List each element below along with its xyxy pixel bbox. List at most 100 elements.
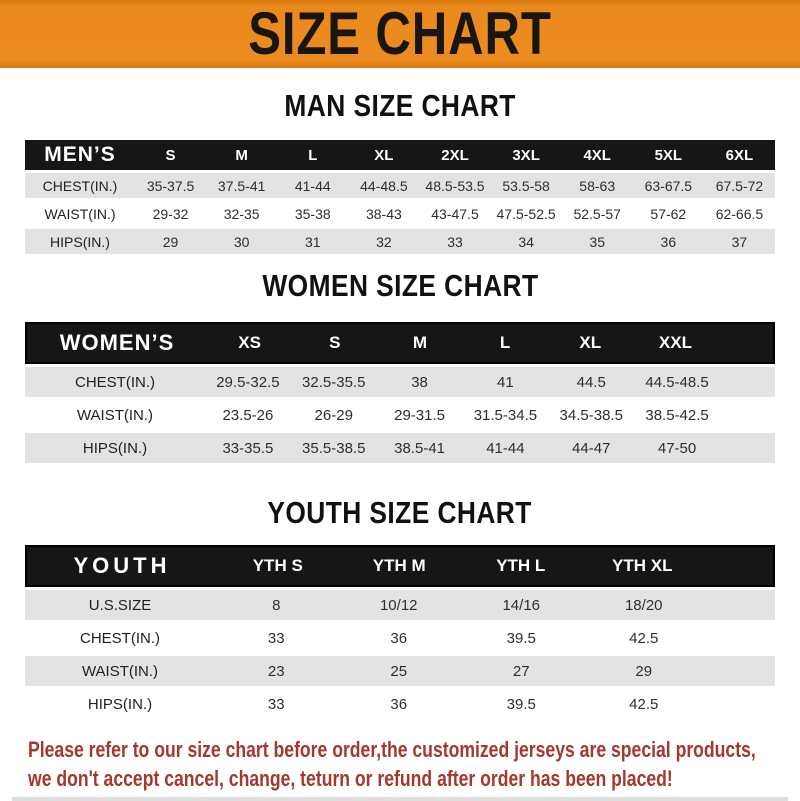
table-cell: 34.5-38.5 (559, 406, 623, 424)
footer-note: Please refer to our size chart before or… (28, 735, 772, 793)
table-cell: 27 (512, 662, 530, 680)
table-cell: 44.5 (576, 373, 606, 391)
table-corner-label: MEN’S (44, 143, 116, 166)
table-cell: 35 (589, 233, 605, 250)
table-row: HIPS(IN.) 29 30 31 32 33 34 35 36 37 (25, 229, 775, 254)
table-corner-label: WOMEN’S (59, 330, 175, 355)
table-cell: 58-63 (579, 177, 616, 194)
footer-line-1: Please refer to our size chart before or… (28, 737, 756, 762)
column-header: S (329, 333, 341, 352)
table-cell: 8 (272, 596, 281, 614)
men-size-table: MEN’S S M L XL 2XL 3XL 4XL 5XL 6XL CHEST(IN.) 35-37… (25, 140, 775, 254)
table-cell: 53.5-58 (502, 177, 550, 194)
table-cell: 44-48.5 (360, 177, 408, 194)
column-header: YTH S (252, 556, 303, 575)
table-cell: 31.5-34.5 (473, 406, 538, 424)
table-corner-label: YOUTH (73, 553, 171, 578)
table-cell: 38.5-41 (394, 439, 445, 457)
column-header: YTH M (372, 556, 426, 575)
banner-title: SIZE CHART (248, 0, 552, 67)
table-cell: 29 (635, 662, 653, 680)
table-row: CHEST(IN.) 33 36 39.5 42.5 (25, 623, 775, 653)
column-header: XS (238, 333, 261, 352)
table-row: WAIST(IN.) 23.5-26 26-29 29-31.5 31.5-34.5 34… (25, 400, 775, 430)
table-cell: 37.5-41 (217, 177, 266, 194)
table-row: HIPS(IN.) 33-35.5 35.5-38.5 38.5-41 41-44 44-… (25, 433, 775, 463)
table-cell: 26-29 (314, 406, 353, 424)
table-cell: 67.5-72 (715, 177, 764, 194)
table-row: CHEST(IN.) 29.5-32.5 32.5-35.5 38 41 44.5 44.5… (25, 367, 775, 397)
row-label: WAIST(IN.) (44, 205, 116, 222)
table-cell: 48.5-53.5 (425, 177, 485, 194)
bottom-divider (12, 797, 788, 801)
table-cell: 38 (411, 373, 428, 391)
table-header-row: WOMEN’S XS S M L XL XXL (25, 322, 775, 364)
table-cell: 23 (267, 662, 285, 680)
youth-section-heading-text: YOUTH SIZE CHART (267, 495, 533, 530)
column-header: YTH XL (612, 556, 673, 575)
table-cell: 57-62 (650, 205, 687, 222)
table-cell: 32-35 (223, 205, 260, 222)
table-cell: 29-31.5 (394, 406, 445, 424)
table-cell: 34 (518, 233, 534, 250)
table-row: WAIST(IN.) 29-32 32-35 35-38 38-43 43-47.5 47.… (25, 201, 775, 226)
table-cell: 43-47.5 (431, 205, 479, 222)
table-cell: 25 (390, 662, 408, 680)
table-cell: 41-44 (486, 439, 525, 457)
table-header-row: MEN’S S M L XL 2XL 3XL 4XL 5XL 6XL (25, 140, 775, 170)
column-header: L (499, 333, 511, 352)
table-cell: 33-35.5 (222, 439, 274, 457)
table-cell: 36 (390, 695, 408, 713)
column-header: XL (374, 146, 394, 164)
table-cell: 36 (390, 629, 408, 647)
table-row: U.S.SIZE 8 10/12 14/16 18/20 (25, 590, 775, 620)
footer-line-2: we don't accept cancel, change, teturn o… (28, 766, 673, 791)
row-label: HIPS(IN.) (87, 695, 153, 713)
table-cell: 29.5-32.5 (216, 373, 280, 391)
table-row: CHEST(IN.) 35-37.5 37.5-41 41-44 44-48.5 48.5… (25, 173, 775, 198)
table-cell: 47.5-52.5 (496, 205, 556, 222)
column-header: M (412, 333, 428, 352)
table-cell: 42.5 (629, 629, 659, 647)
table-cell: 10/12 (379, 596, 418, 614)
row-label: WAIST(IN.) (81, 662, 159, 680)
table-cell: 41 (497, 373, 514, 391)
table-cell: 38.5-42.5 (645, 406, 709, 424)
column-header: L (308, 146, 318, 164)
table-cell: 23.5-26 (222, 406, 274, 424)
table-cell: 33 (267, 629, 285, 647)
table-header-row: YOUTH YTH S YTH M YTH L YTH XL (25, 545, 775, 587)
table-cell: 29-32 (152, 205, 189, 222)
column-header: 3XL (512, 146, 540, 164)
table-cell: 52.5-57 (573, 205, 621, 222)
row-label: WAIST(IN.) (76, 406, 154, 424)
table-cell: 44-47 (572, 439, 611, 457)
table-cell: 33 (267, 695, 285, 713)
table-cell: 35.5-38.5 (302, 439, 366, 457)
column-header: 2XL (441, 146, 469, 164)
table-cell: 31 (304, 233, 321, 250)
table-cell: 18/20 (624, 596, 663, 614)
column-header: XXL (658, 333, 692, 352)
table-cell: 47-50 (657, 439, 697, 457)
column-header: S (165, 146, 176, 164)
table-cell: 62-66.5 (715, 205, 764, 222)
table-cell: 38-43 (365, 205, 402, 222)
table-cell: 32.5-35.5 (302, 373, 366, 391)
table-cell: 44.5-48.5 (645, 373, 709, 391)
column-header: M (235, 146, 248, 164)
table-row: HIPS(IN.) 33 36 39.5 42.5 (25, 689, 775, 719)
row-label: CHEST(IN.) (80, 629, 160, 647)
youth-size-table: YOUTH YTH S YTH M YTH L YTH XL U.S.SIZE 8 10/12… (25, 545, 775, 719)
row-label: U.S.SIZE (88, 596, 152, 614)
column-header: 5XL (654, 146, 683, 164)
table-cell: 33 (447, 233, 463, 250)
table-cell: 35-37.5 (146, 177, 195, 194)
row-label: CHEST(IN.) (42, 177, 118, 194)
row-label: HIPS(IN.) (82, 439, 148, 457)
table-cell: 30 (233, 233, 250, 250)
table-cell: 39.5 (506, 629, 536, 647)
table-cell: 39.5 (506, 695, 536, 713)
table-cell: 14/16 (502, 596, 541, 614)
row-label: CHEST(IN.) (75, 373, 155, 391)
